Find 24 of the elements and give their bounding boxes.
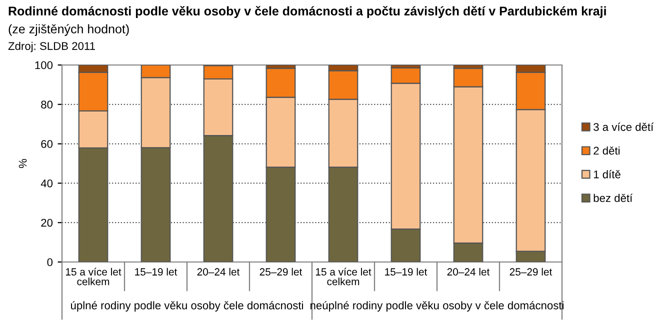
text: úplné rodiny podle věku osoby čele domácnosti [71, 301, 303, 312]
text: Zdroj: SLDB 2011 [8, 42, 95, 52]
chart-subtitle: (ze zjištěných hodnot) [8, 24, 129, 36]
y-tick-label: 20 [41, 218, 53, 227]
x-tick-label: 15–19 let [135, 268, 178, 276]
x-tick-label: 15 a více let celkem [316, 268, 372, 286]
x-tick-label: 15–19 let [385, 268, 428, 276]
chart-title: Rodinné domácnosti podle věku osoby v čele domácnosti a počtu závislých dětí v Pardubickém kraji [8, 6, 606, 18]
y-tick-label: 60 [41, 140, 53, 148]
legend-label: bez dětí [594, 194, 633, 202]
legend-label: 2 děti [594, 146, 620, 155]
x-tick-label: 20–24 let [197, 268, 240, 276]
legend-label: 1 dítě [594, 170, 620, 178]
y-tick-label: 100 [35, 61, 53, 70]
legend-label: 3 a více dětí [594, 122, 654, 131]
x-tick-label: 20–24 let [447, 268, 490, 276]
y-tick-label: 0 [47, 258, 53, 266]
x-tick-label: 15 a více let celkem [66, 268, 122, 286]
x-tick-label: 25–29 let [510, 268, 552, 276]
text: neúplné rodiny podle věku osoby v čele domácnosti [310, 301, 564, 312]
y-tick-label: 80 [41, 100, 53, 109]
y-tick-label: 40 [40, 179, 53, 188]
y-axis-title: % [18, 158, 27, 168]
x-tick-label: 25–29 let [260, 268, 302, 276]
